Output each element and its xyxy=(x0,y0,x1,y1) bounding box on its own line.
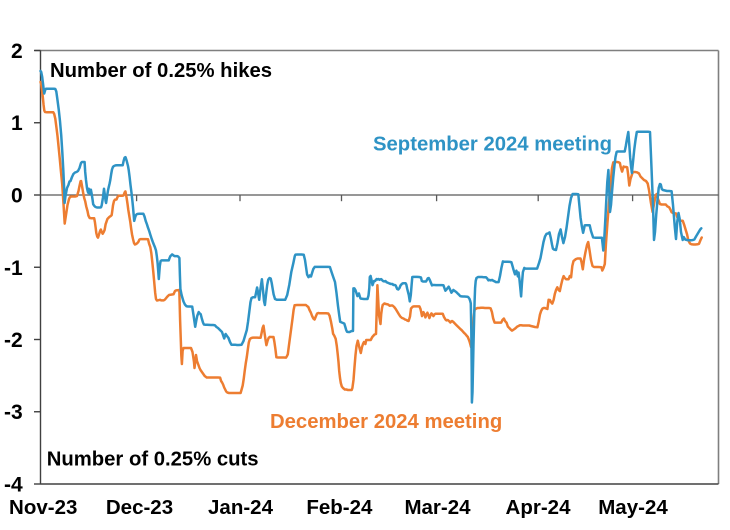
svg-text:May-24: May-24 xyxy=(598,496,668,519)
svg-text:Nov-23: Nov-23 xyxy=(9,496,77,519)
svg-text:-3: -3 xyxy=(4,401,23,424)
svg-text:Mar-24: Mar-24 xyxy=(404,496,471,519)
svg-text:Jan-24: Jan-24 xyxy=(208,496,274,519)
svg-text:Number of 0.25% hikes: Number of 0.25% hikes xyxy=(50,60,272,82)
svg-text:Dec-23: Dec-23 xyxy=(106,496,173,519)
svg-text:Number of 0.25% cuts: Number of 0.25% cuts xyxy=(47,449,259,471)
svg-text:0: 0 xyxy=(11,185,23,208)
svg-text:2: 2 xyxy=(11,40,23,63)
svg-text:-2: -2 xyxy=(4,329,23,352)
svg-text:September 2024 meeting: September 2024 meeting xyxy=(373,134,612,156)
svg-text:-1: -1 xyxy=(4,257,23,280)
svg-text:Apr-24: Apr-24 xyxy=(506,496,572,519)
svg-text:-4: -4 xyxy=(4,474,23,497)
svg-text:1: 1 xyxy=(11,112,23,135)
svg-text:December 2024 meeting: December 2024 meeting xyxy=(270,411,502,433)
svg-text:Feb-24: Feb-24 xyxy=(306,496,373,519)
